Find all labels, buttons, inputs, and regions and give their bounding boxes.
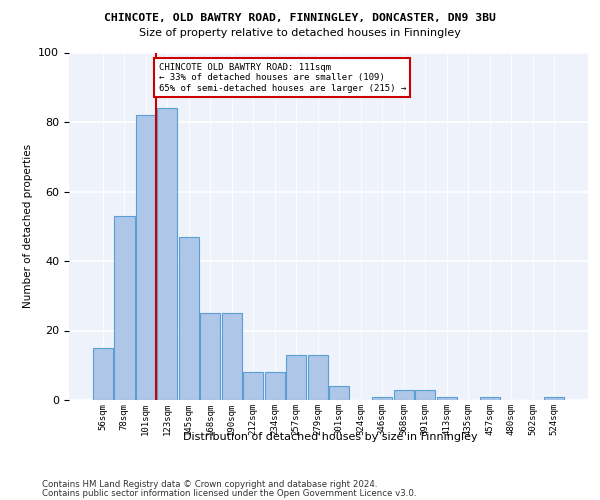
Bar xyxy=(372,396,392,400)
Bar xyxy=(286,355,307,400)
Bar xyxy=(415,390,436,400)
Bar xyxy=(265,372,285,400)
Bar xyxy=(200,313,220,400)
Y-axis label: Number of detached properties: Number of detached properties xyxy=(23,144,33,308)
Bar xyxy=(437,396,457,400)
Bar xyxy=(544,396,565,400)
Bar xyxy=(394,390,414,400)
Bar xyxy=(479,396,500,400)
Bar xyxy=(329,386,349,400)
Bar xyxy=(308,355,328,400)
Text: Distribution of detached houses by size in Finningley: Distribution of detached houses by size … xyxy=(182,432,478,442)
Text: Contains public sector information licensed under the Open Government Licence v3: Contains public sector information licen… xyxy=(42,488,416,498)
Bar xyxy=(114,216,134,400)
Text: CHINCOTE OLD BAWTRY ROAD: 111sqm
← 33% of detached houses are smaller (109)
65% : CHINCOTE OLD BAWTRY ROAD: 111sqm ← 33% o… xyxy=(158,63,406,92)
Bar xyxy=(157,108,178,400)
Text: Contains HM Land Registry data © Crown copyright and database right 2024.: Contains HM Land Registry data © Crown c… xyxy=(42,480,377,489)
Text: CHINCOTE, OLD BAWTRY ROAD, FINNINGLEY, DONCASTER, DN9 3BU: CHINCOTE, OLD BAWTRY ROAD, FINNINGLEY, D… xyxy=(104,12,496,22)
Bar xyxy=(136,115,156,400)
Bar xyxy=(243,372,263,400)
Bar xyxy=(221,313,242,400)
Bar xyxy=(179,236,199,400)
Bar xyxy=(92,348,113,400)
Text: Size of property relative to detached houses in Finningley: Size of property relative to detached ho… xyxy=(139,28,461,38)
